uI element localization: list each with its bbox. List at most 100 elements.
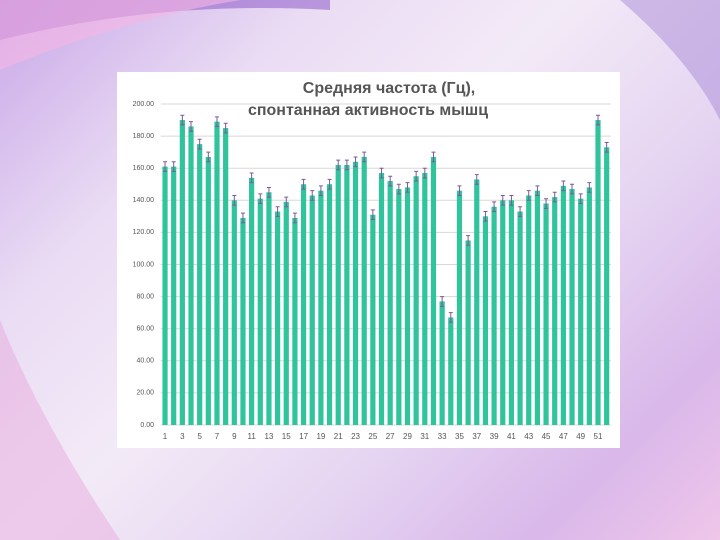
bar [257,198,263,425]
x-tick-label: 1 [163,432,168,441]
bar [578,198,584,425]
bar [526,195,532,425]
error-bar [552,191,557,203]
y-tick-label: 20.00 [136,390,154,397]
error-bar [500,194,505,206]
y-tick-label: 80.00 [136,293,154,300]
x-tick-label: 33 [438,432,447,441]
bar [197,144,203,425]
error-bar [431,151,436,163]
error-bar [414,170,419,182]
bar [179,120,185,426]
bar [283,201,289,425]
x-tick-label: 15 [282,432,291,441]
bar [162,166,168,425]
bar [474,179,480,425]
x-tick-label: 51 [594,432,603,441]
bar [292,217,298,425]
error-bar [596,114,601,126]
bar [249,177,255,425]
error-bar [509,194,514,206]
error-bar [518,206,523,217]
bar [491,206,497,425]
x-tick-label: 11 [247,432,256,441]
error-bar [336,159,341,171]
bar [422,173,428,425]
bar [205,156,211,425]
y-tick-label: 180.00 [133,133,155,140]
error-bar [422,167,427,179]
error-bar [466,235,471,246]
bar [231,200,237,425]
bar [370,214,376,425]
y-tick-label: 40.00 [136,358,154,365]
x-tick-label: 31 [420,432,429,441]
error-bar [483,211,488,222]
x-tick-label: 35 [455,432,464,441]
error-bar [171,161,176,172]
error-bar [604,142,609,153]
bar [482,216,489,425]
error-bar [457,185,462,196]
error-bar [362,151,367,163]
error-bar [318,185,323,196]
bar [534,190,540,425]
bar [387,181,393,425]
error-bar [526,190,531,201]
bar [396,189,402,425]
error-bar [535,185,540,196]
y-tick-label: 0.00 [140,422,154,429]
bar [223,128,229,425]
x-tick-label: 27 [386,432,395,441]
error-bar [353,156,358,168]
bar [275,211,281,425]
x-tick-label: 5 [197,432,202,441]
error-bar [214,116,219,127]
x-tick-label: 9 [232,432,237,441]
x-tick-label: 13 [264,432,273,441]
error-bar [232,194,237,206]
bar [378,173,385,425]
bar [413,176,419,425]
x-tick-label: 3 [180,432,185,441]
error-bar [440,296,445,307]
error-bar [292,212,297,224]
error-bar [370,209,375,221]
x-tick-label: 41 [507,432,516,441]
x-tick-label: 19 [316,432,325,441]
bar [465,240,471,425]
y-tick-label: 100.00 [133,261,155,268]
bar [560,185,566,425]
error-bar [240,212,245,224]
bar [309,195,315,425]
bar [300,184,307,425]
error-bar [570,183,575,195]
error-bar [180,114,185,126]
error-bar [448,312,453,323]
bar [543,203,549,425]
x-tick-label: 17 [299,432,308,441]
error-bar [396,183,401,195]
bar [508,200,515,425]
x-tick-label: 25 [368,432,377,441]
error-bar [474,174,479,185]
x-tick-label: 21 [334,432,343,441]
y-tick-label: 140.00 [133,197,155,204]
y-tick-label: 60.00 [136,326,154,333]
y-tick-label: 200.00 [133,101,155,108]
error-bar [587,182,592,193]
bar [430,156,437,425]
x-tick-label: 47 [559,432,568,441]
error-bar [405,182,410,193]
error-bar [492,201,497,213]
bar [569,189,575,425]
bar [586,187,592,425]
error-bar [249,172,254,184]
bar [404,187,411,425]
chart-title: Средняя частота (Гц), [303,80,475,97]
error-bar [301,178,306,190]
error-bar [189,121,194,132]
error-bar [163,161,168,172]
